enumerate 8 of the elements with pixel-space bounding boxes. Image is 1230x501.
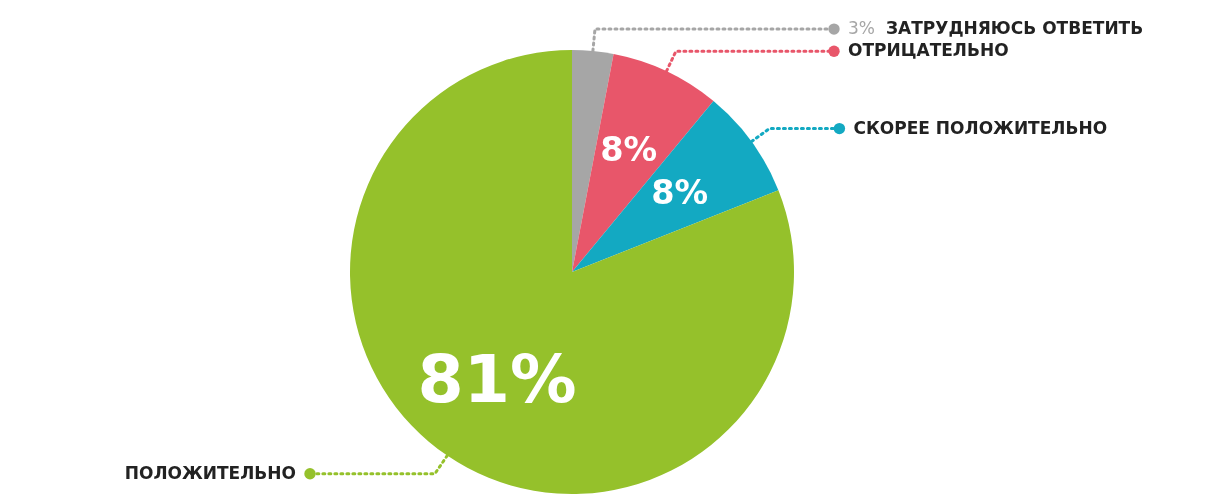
data-label: 8% xyxy=(600,130,658,170)
slice-label: ПОЛОЖИТЕЛЬНО xyxy=(124,462,296,483)
slice-label: ЗАТРУДНЯЮСЬ ОТВЕТИТЬ xyxy=(886,18,1144,39)
legend-label: ОТРИЦАТЕЛЬНО xyxy=(848,40,1009,61)
legend-label: СКОРЕЕ ПОЛОЖИТЕЛЬНО xyxy=(853,117,1108,138)
data-label: 8% xyxy=(651,172,709,212)
data-label: 81% xyxy=(417,340,577,419)
data-label: 3% xyxy=(848,18,875,39)
